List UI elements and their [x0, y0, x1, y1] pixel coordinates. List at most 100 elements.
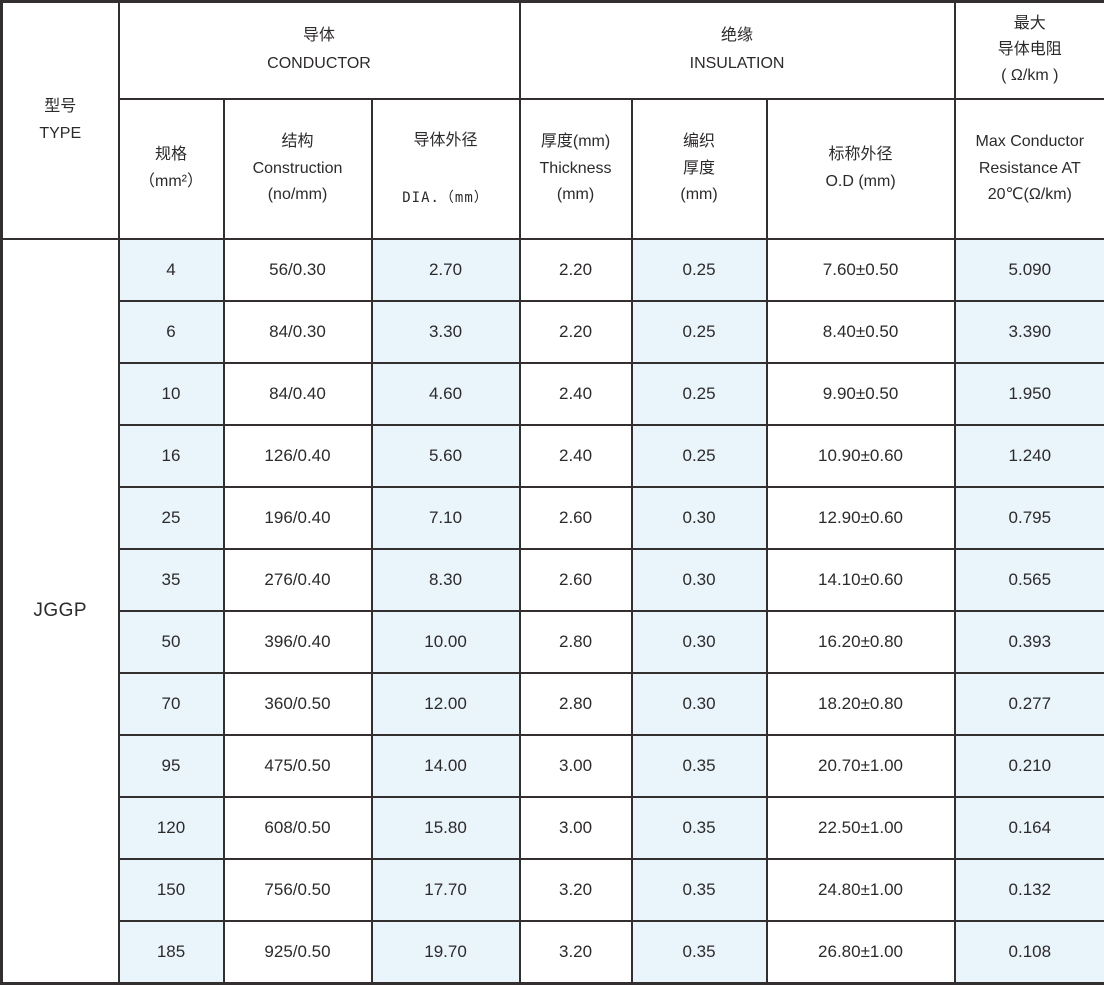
- cell-od: 24.80±1.00: [767, 859, 955, 921]
- cell-od: 8.40±0.50: [767, 301, 955, 363]
- cell-od: 12.90±0.60: [767, 487, 955, 549]
- cell-resistance: 0.795: [955, 487, 1104, 549]
- cell-construction: 925/0.50: [224, 921, 372, 983]
- cell-od: 18.20±0.80: [767, 673, 955, 735]
- table-row: 35 276/0.40 8.30 2.60 0.30 14.10±0.60 0.…: [2, 549, 1104, 611]
- cell-braid: 0.25: [632, 301, 767, 363]
- cell-construction: 84/0.30: [224, 301, 372, 363]
- header-row-groups: 型号 TYPE 导体 CONDUCTOR 绝缘 INSULATION 最大 导体…: [2, 2, 1104, 99]
- table-header: 型号 TYPE 导体 CONDUCTOR 绝缘 INSULATION 最大 导体…: [2, 2, 1104, 240]
- cell-thickness: 3.20: [520, 921, 632, 983]
- cell-dia: 15.80: [372, 797, 520, 859]
- header-type: 型号 TYPE: [2, 2, 119, 240]
- cell-construction: 84/0.40: [224, 363, 372, 425]
- header-construction: 结构 Construction (no/mm): [224, 99, 372, 240]
- cell-od: 14.10±0.60: [767, 549, 955, 611]
- cell-resistance: 3.390: [955, 301, 1104, 363]
- cell-resistance: 0.393: [955, 611, 1104, 673]
- cell-construction: 56/0.30: [224, 239, 372, 301]
- header-max-resistance-en: Max Conductor Resistance AT 20℃(Ω/km): [955, 99, 1104, 240]
- cell-od: 20.70±1.00: [767, 735, 955, 797]
- cell-dia: 12.00: [372, 673, 520, 735]
- cell-construction: 756/0.50: [224, 859, 372, 921]
- table-row: 25 196/0.40 7.10 2.60 0.30 12.90±0.60 0.…: [2, 487, 1104, 549]
- table-row: 185 925/0.50 19.70 3.20 0.35 26.80±1.00 …: [2, 921, 1104, 983]
- cell-construction: 360/0.50: [224, 673, 372, 735]
- cell-resistance: 1.240: [955, 425, 1104, 487]
- cell-dia: 4.60: [372, 363, 520, 425]
- header-dia-en: DIA.（mm）: [377, 187, 515, 210]
- table-row: 6 84/0.30 3.30 2.20 0.25 8.40±0.50 3.390: [2, 301, 1104, 363]
- table-row: 120 608/0.50 15.80 3.00 0.35 22.50±1.00 …: [2, 797, 1104, 859]
- cell-od: 16.20±0.80: [767, 611, 955, 673]
- cell-spec: 95: [119, 735, 224, 797]
- cell-resistance: 0.565: [955, 549, 1104, 611]
- cell-braid: 0.35: [632, 735, 767, 797]
- cell-braid: 0.25: [632, 363, 767, 425]
- cell-braid: 0.30: [632, 673, 767, 735]
- cell-construction: 396/0.40: [224, 611, 372, 673]
- cell-thickness: 3.00: [520, 735, 632, 797]
- cell-thickness: 2.20: [520, 301, 632, 363]
- cell-dia: 19.70: [372, 921, 520, 983]
- cell-resistance: 0.132: [955, 859, 1104, 921]
- cell-spec: 35: [119, 549, 224, 611]
- cell-od: 26.80±1.00: [767, 921, 955, 983]
- cell-spec: 25: [119, 487, 224, 549]
- table-row: 50 396/0.40 10.00 2.80 0.30 16.20±0.80 0…: [2, 611, 1104, 673]
- header-dia: 导体外径 DIA.（mm）: [372, 99, 520, 240]
- table-row: 70 360/0.50 12.00 2.80 0.30 18.20±0.80 0…: [2, 673, 1104, 735]
- header-insulation-group: 绝缘 INSULATION: [520, 2, 955, 99]
- cell-thickness: 3.00: [520, 797, 632, 859]
- cell-spec: 50: [119, 611, 224, 673]
- cell-spec: 4: [119, 239, 224, 301]
- header-dia-zh: 导体外径: [377, 128, 515, 154]
- cell-thickness: 2.80: [520, 673, 632, 735]
- cell-dia: 2.70: [372, 239, 520, 301]
- cell-dia: 17.70: [372, 859, 520, 921]
- cell-braid: 0.30: [632, 487, 767, 549]
- cell-spec: 70: [119, 673, 224, 735]
- cell-braid: 0.30: [632, 549, 767, 611]
- cell-resistance: 0.164: [955, 797, 1104, 859]
- cell-thickness: 2.80: [520, 611, 632, 673]
- cell-resistance: 5.090: [955, 239, 1104, 301]
- cell-construction: 608/0.50: [224, 797, 372, 859]
- cell-construction: 276/0.40: [224, 549, 372, 611]
- table-row: 150 756/0.50 17.70 3.20 0.35 24.80±1.00 …: [2, 859, 1104, 921]
- cell-thickness: 2.60: [520, 487, 632, 549]
- cell-braid: 0.35: [632, 797, 767, 859]
- cable-spec-sheet: 型号 TYPE 导体 CONDUCTOR 绝缘 INSULATION 最大 导体…: [0, 0, 1104, 946]
- cell-spec: 150: [119, 859, 224, 921]
- cell-spec: 185: [119, 921, 224, 983]
- cell-od: 22.50±1.00: [767, 797, 955, 859]
- cell-dia: 14.00: [372, 735, 520, 797]
- cell-braid: 0.25: [632, 425, 767, 487]
- cell-braid: 0.35: [632, 859, 767, 921]
- cell-thickness: 2.40: [520, 363, 632, 425]
- cell-dia: 8.30: [372, 549, 520, 611]
- table-row: 16 126/0.40 5.60 2.40 0.25 10.90±0.60 1.…: [2, 425, 1104, 487]
- cell-spec: 6: [119, 301, 224, 363]
- header-od: 标称外径 O.D (mm): [767, 99, 955, 240]
- cell-od: 9.90±0.50: [767, 363, 955, 425]
- cell-spec: 10: [119, 363, 224, 425]
- cell-resistance: 0.277: [955, 673, 1104, 735]
- cell-construction: 475/0.50: [224, 735, 372, 797]
- cell-resistance: 0.210: [955, 735, 1104, 797]
- header-braid-thickness: 编织 厚度 (mm): [632, 99, 767, 240]
- cell-resistance: 1.950: [955, 363, 1104, 425]
- cell-dia: 5.60: [372, 425, 520, 487]
- cell-braid: 0.30: [632, 611, 767, 673]
- cell-braid: 0.25: [632, 239, 767, 301]
- cell-spec: 120: [119, 797, 224, 859]
- cell-type-value: JGGP: [2, 239, 119, 983]
- table-body: JGGP 4 56/0.30 2.70 2.20 0.25 7.60±0.50 …: [2, 239, 1104, 983]
- header-thickness: 厚度(mm) Thickness (mm): [520, 99, 632, 240]
- table-row: 95 475/0.50 14.00 3.00 0.35 20.70±1.00 0…: [2, 735, 1104, 797]
- cell-dia: 3.30: [372, 301, 520, 363]
- cell-spec: 16: [119, 425, 224, 487]
- cell-construction: 196/0.40: [224, 487, 372, 549]
- header-conductor-group: 导体 CONDUCTOR: [119, 2, 520, 99]
- table-row: 10 84/0.40 4.60 2.40 0.25 9.90±0.50 1.95…: [2, 363, 1104, 425]
